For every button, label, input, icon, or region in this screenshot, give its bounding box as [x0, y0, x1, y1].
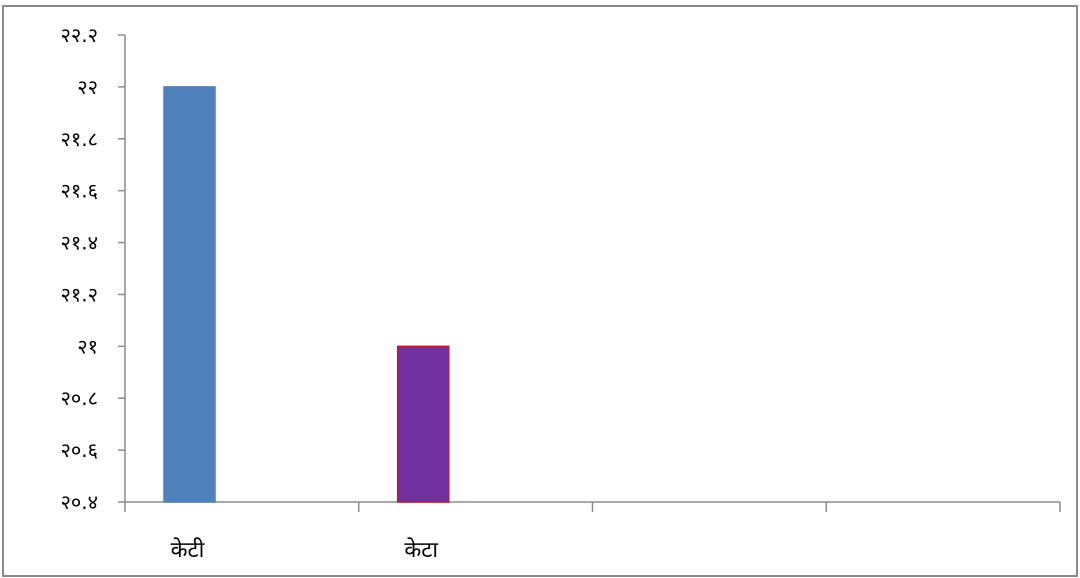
y-axis-ticks: २०.४ २०.६ २०.८ २१ २१.२ २१.४ २१.६ २१.८ २२ २२.२: [60, 23, 125, 514]
y-tick-label: २२.२: [60, 23, 98, 47]
y-tick-label: २१: [77, 334, 98, 358]
x-category-label: केटा: [404, 537, 438, 563]
y-tick-label: २१.६: [60, 179, 98, 203]
x-axis-ticks: [124, 502, 1061, 512]
y-tick-label: २०.८: [60, 386, 98, 410]
y-tick-label: २२: [77, 75, 98, 99]
bars: [163, 86, 450, 503]
bar-1: [163, 86, 216, 503]
y-tick-label: २०.४: [60, 490, 98, 514]
y-tick-label: २०.६: [60, 438, 98, 462]
y-tick-label: २१.२: [60, 282, 98, 306]
x-category-label: केटी: [171, 537, 205, 563]
y-tick-label: २१.८: [60, 127, 98, 151]
y-tick-label: २१.४: [60, 231, 98, 255]
x-axis-labels: केटी केटा: [171, 537, 439, 563]
bar-2: [397, 345, 450, 503]
